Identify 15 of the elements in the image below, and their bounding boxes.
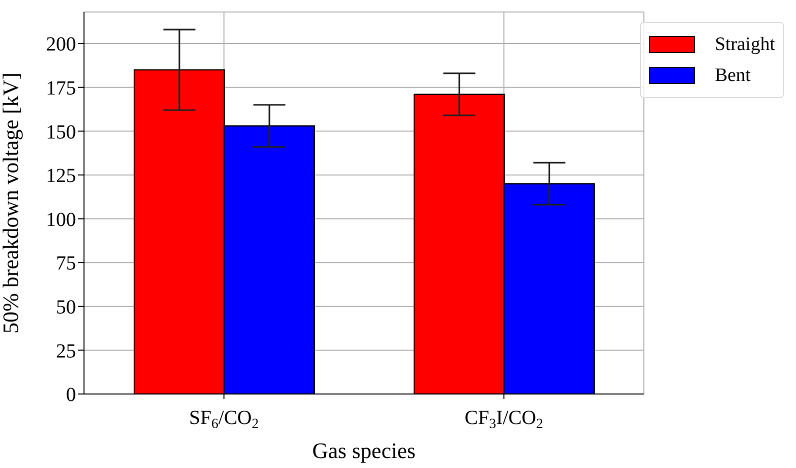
x-axis-title: Gas species	[312, 438, 416, 463]
y-tick-label: 0	[66, 384, 76, 406]
legend-label: Straight	[714, 34, 775, 56]
x-tick-label: SF$_{6}$/CO$_{2}$	[189, 407, 259, 432]
y-tick-label: 175	[46, 77, 76, 100]
x-tick-label: CF$_{3}$I/CO$_{2}$	[464, 407, 544, 432]
y-tick-label: 150	[46, 121, 76, 144]
y-tick-label: 200	[46, 34, 76, 56]
legend-label: Bent	[714, 64, 751, 86]
y-tick-label: 25	[56, 340, 76, 362]
y-axis-title: 50% breakdown voltage [kV]	[0, 72, 23, 334]
y-tick-label: 100	[46, 208, 76, 231]
y-tick-label: 125	[46, 165, 76, 188]
y-tick-label: 75	[56, 252, 76, 275]
y-tick-label: 50	[56, 296, 76, 318]
